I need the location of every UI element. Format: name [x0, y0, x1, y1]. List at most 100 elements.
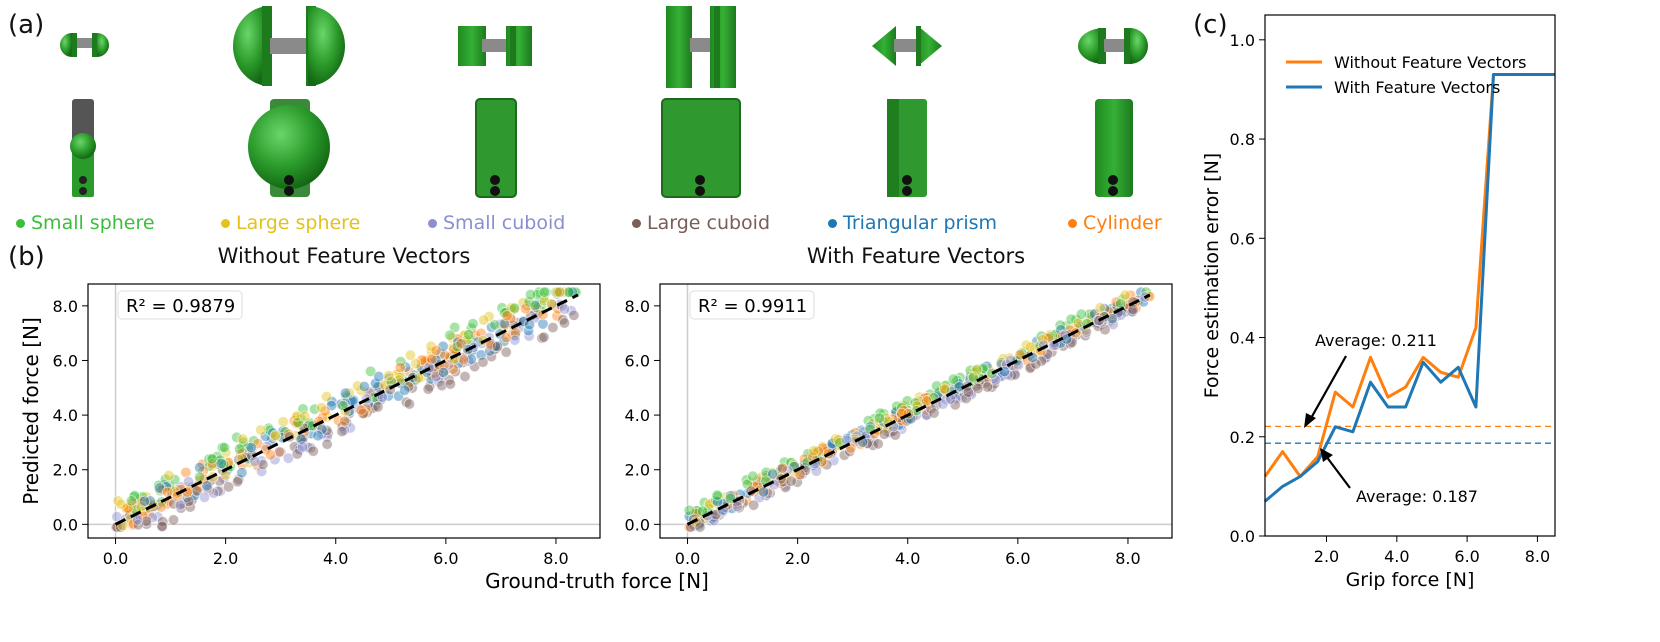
scatter-left-point — [538, 331, 550, 343]
scatter-right-point — [1030, 358, 1042, 370]
large-cuboid-dot-icon — [632, 219, 641, 228]
scatter-left-point — [343, 387, 355, 399]
scatter-left-y-tick-label: 4.0 — [53, 406, 78, 425]
gripper-objects-illustration — [60, 6, 1148, 198]
scatter-left-point — [207, 487, 220, 499]
scatter-left-point — [452, 336, 464, 348]
scatter-right-point — [971, 364, 983, 376]
scatter-left-point — [395, 356, 407, 368]
scatter-left-x-tick-label: 6.0 — [433, 549, 458, 568]
scatter-right-point — [747, 470, 759, 482]
scatter-right-point — [808, 445, 820, 457]
scatter-left-point — [141, 518, 153, 530]
scatter-left-frame — [87, 283, 601, 539]
scatter-right-point — [1072, 317, 1085, 329]
small-cuboid-gripper — [458, 26, 532, 198]
scatter-right-point — [779, 481, 792, 494]
scatter-left-point — [163, 469, 175, 482]
object-label-small-cuboid: Small cuboid — [428, 212, 565, 234]
scatter-right-point — [962, 386, 974, 398]
scatter-right-point — [740, 474, 753, 486]
scatter-left-point — [554, 286, 566, 298]
object-label-large-sphere: Large sphere — [221, 212, 360, 234]
scatter-left-point — [383, 370, 395, 382]
small-sphere-gripper — [60, 33, 109, 197]
scatter-left-point — [122, 502, 134, 514]
scatter-left-point — [358, 380, 370, 393]
scatter-left-point — [568, 309, 580, 321]
scatter-left-y-tick-label: 8.0 — [53, 297, 78, 316]
scatter-left-point — [264, 449, 277, 461]
scatter-left-point — [201, 480, 213, 492]
scatter-left-point — [451, 341, 463, 353]
scatter-left-point — [312, 430, 324, 442]
scatter-right-y-tick-label: 2.0 — [625, 461, 650, 480]
scatter-right-y-tick-label: 8.0 — [625, 297, 650, 316]
scatter-right-y-tick-label: 0.0 — [625, 515, 650, 534]
object-label-large-cuboid: Large cuboid — [632, 212, 770, 234]
scatter-left-point — [157, 516, 169, 528]
scatter-left-point — [529, 299, 541, 312]
scatter-left-points — [110, 286, 582, 533]
scatter-left-point — [404, 349, 417, 361]
scatter-left-point — [277, 416, 289, 428]
scatter-left-point — [357, 407, 369, 420]
scatter-right-point — [1075, 308, 1088, 320]
scatter-right-point — [1106, 313, 1118, 325]
scatter-left-point — [500, 346, 512, 358]
scatter-left-point — [558, 317, 571, 329]
scatter-left-point — [296, 441, 309, 453]
line-y-tick-label: 1.0 — [1230, 31, 1255, 50]
scatter-left-point — [337, 399, 349, 412]
annotation-arrow-without — [1309, 355, 1347, 421]
scatter-left-point — [538, 286, 550, 298]
line-y-tick-label: 0.2 — [1230, 428, 1255, 447]
scatter-left-point — [551, 310, 563, 322]
scatter-left-x-tick-label: 4.0 — [323, 549, 348, 568]
scatter-left-point — [218, 441, 231, 454]
line-x-tick-label: 6.0 — [1454, 547, 1479, 566]
scatter-left-point — [180, 466, 192, 479]
scatter-left-point — [336, 425, 348, 438]
scatter-right-x-tick-label: 4.0 — [895, 549, 920, 568]
cylinder-dot-icon — [1068, 219, 1077, 228]
scatter-left-point — [138, 495, 151, 507]
scatter-right-point — [1094, 302, 1106, 314]
scatter-left-point — [373, 370, 385, 383]
scatter-right-point — [1024, 341, 1036, 353]
scatter-x-axis-label: Ground-truth force [N] — [485, 569, 709, 593]
scatter-left-x-tick-label: 8.0 — [543, 549, 568, 568]
scatter-left-point — [399, 384, 411, 396]
scatter-left-point — [339, 415, 351, 427]
scatter-left-point — [437, 340, 449, 352]
annotation-average-without: Average: 0.211 — [1315, 331, 1437, 350]
scatter-right-x-tick-label: 6.0 — [1005, 549, 1030, 568]
scatter-left-point — [501, 310, 513, 322]
scatter-left-point — [169, 473, 181, 486]
scatter-right-point — [711, 495, 724, 508]
large-sphere-gripper — [233, 6, 345, 197]
scatter-right-r2-annotation: R² = 0.9911 — [698, 296, 807, 317]
scatter-left-point — [558, 303, 571, 315]
scatter-right-point — [1002, 369, 1014, 381]
scatter-left-point — [174, 499, 186, 511]
scatter-right-point — [1054, 319, 1066, 331]
arrowhead-with-icon — [1320, 448, 1333, 462]
scatter-left-point — [167, 514, 180, 526]
scatter-left-point — [269, 429, 282, 442]
scatter-left-r2-box — [117, 290, 243, 320]
scatter-left-point — [320, 391, 333, 403]
scatter-left-title: Without Feature Vectors — [217, 244, 471, 268]
scatter-right-y-tick-label: 6.0 — [625, 351, 650, 370]
line-y-tick-label: 0.4 — [1230, 329, 1255, 348]
line-x-tick-label: 2.0 — [1314, 547, 1339, 566]
scatter-left-point — [355, 404, 367, 416]
scatter-left-point — [500, 331, 512, 344]
line-y-tick-label: 0.8 — [1230, 130, 1255, 149]
scatter-left-point — [125, 495, 138, 507]
scatter-right-point — [760, 466, 772, 478]
scatter-right-point — [767, 468, 779, 480]
scatter-left-point — [237, 433, 249, 445]
line-y-tick-label: 0.0 — [1230, 527, 1255, 546]
scatter-left-point — [463, 329, 475, 341]
